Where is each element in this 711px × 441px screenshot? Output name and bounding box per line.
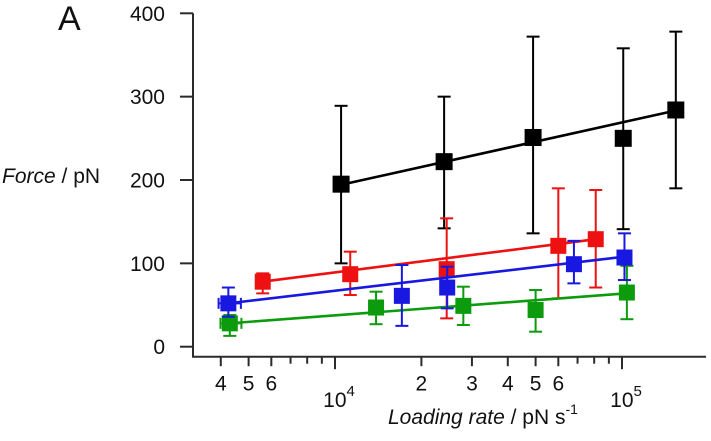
x-axis-title-quantity: Loading rate [388,406,505,429]
x-tick-label: 2 [416,373,428,396]
data-point-green [368,299,385,316]
x-axis-title: Loading rate / pN s-1 [388,401,578,430]
x-tick-label: 6 [265,373,277,396]
data-point-black [435,153,453,171]
data-point-green [527,302,544,319]
x-tick-label: 5 [243,373,255,396]
y-axis-title: Force / pN [2,165,100,189]
data-point-red [587,231,604,248]
fit-line-black [335,108,679,188]
y-tick-label: 0 [153,336,165,359]
fit-line-green [228,292,627,325]
x-tick-label: 5 [530,373,542,396]
fit-line-blue [227,255,625,305]
panel-label: A [58,0,81,38]
data-point-green [618,284,635,301]
series-green [219,264,635,337]
axis-lines [192,13,706,358]
data-point-red [550,237,567,254]
y-tick-label: 300 [130,86,165,109]
data-point-green [455,297,472,314]
x-tick-label: 6 [552,373,564,396]
series-blue [217,232,633,327]
x-tick-label: 4 [502,373,514,396]
y-axis-title-unit: / pN [55,165,101,188]
y-tick-label: 200 [130,170,165,193]
axes [180,12,706,370]
data-point-blue [565,256,582,273]
data-point-green [221,315,238,332]
data-point-black [667,101,685,119]
data-point-red [342,266,359,283]
x-tick-power-label: 104 [323,383,355,412]
series-black [332,30,685,265]
data-point-blue [439,279,456,296]
x-axis-title-unit: / pN s [504,406,566,429]
data-point-blue [220,295,237,312]
y-axis-title-quantity: Force [2,165,56,188]
data-point-red [254,273,271,290]
x-tick-label: 3 [466,373,478,396]
x-tick-power-label: 105 [610,383,642,412]
data-point-black [524,128,542,146]
y-tick-label: 400 [130,3,165,26]
data-point-blue [616,249,633,266]
data-point-blue [393,287,410,304]
x-axis-title-exponent: -1 [565,401,578,417]
y-tick-label: 100 [130,253,165,276]
x-tick-label: 4 [215,373,227,396]
data-point-black [614,129,632,147]
data-point-black [332,175,350,193]
fit-line-red [261,237,597,283]
